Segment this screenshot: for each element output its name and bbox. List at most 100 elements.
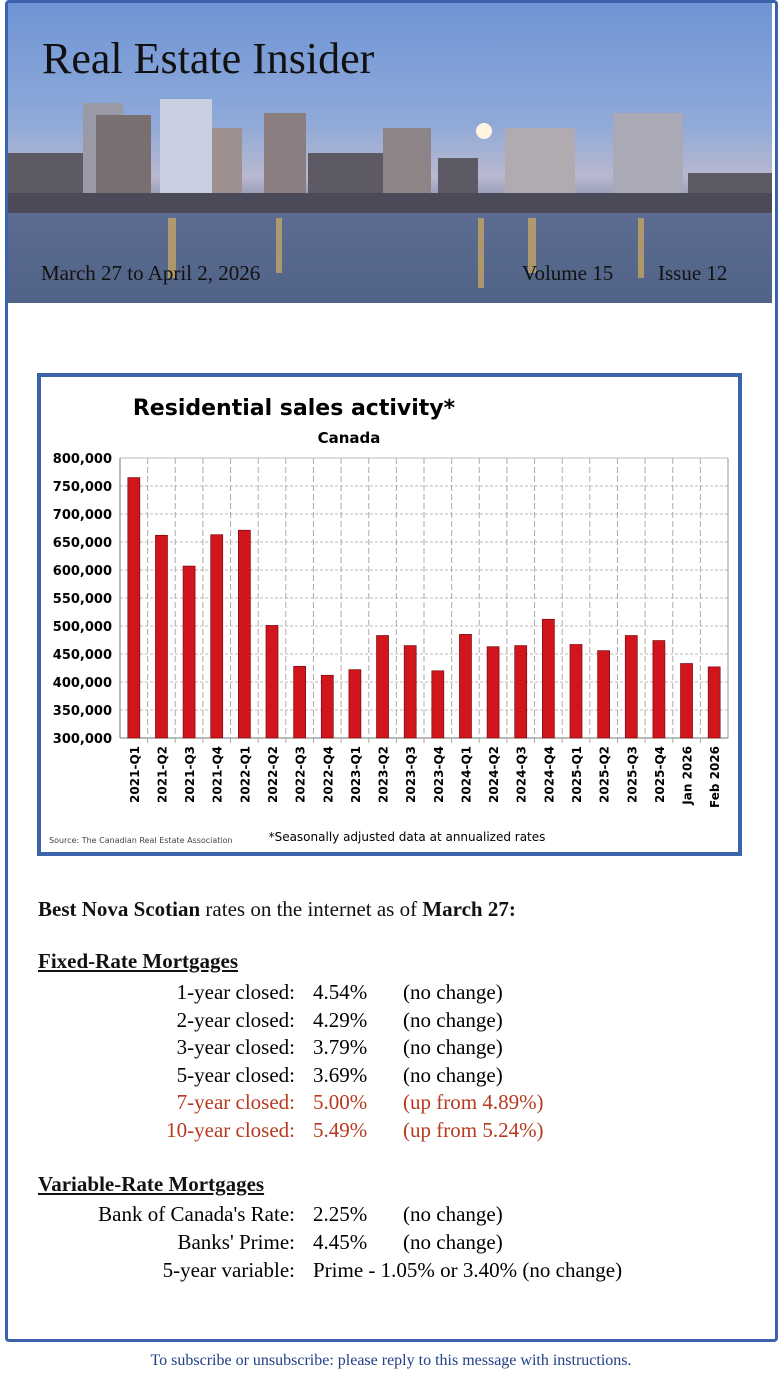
rate-note: (up from 4.89%) xyxy=(403,1090,544,1115)
x-tick-label: 2023-Q1 xyxy=(349,746,363,803)
rate-value: 5.49% xyxy=(313,1118,368,1142)
bar-2025-q3 xyxy=(624,635,638,739)
x-tick-label: 2025-Q4 xyxy=(653,746,667,803)
rate-label: 2-year closed: xyxy=(176,1007,295,1032)
x-tick-label: 2025-Q2 xyxy=(598,746,612,803)
y-tick-label: 550,000 xyxy=(53,592,112,607)
x-tick-label: 2022-Q2 xyxy=(266,746,280,803)
bar-2023-q1 xyxy=(348,669,362,739)
rate-note: (no change) xyxy=(403,980,503,1004)
x-tick-label: 2024-Q3 xyxy=(515,746,529,803)
bar-2021-q1 xyxy=(127,477,141,739)
y-tick-label: 650,000 xyxy=(53,536,112,551)
x-tick-label: Feb 2026 xyxy=(708,746,722,808)
x-tick-label: 2025-Q3 xyxy=(625,746,639,803)
issue-date-range: March 27 to April 2, 2026 xyxy=(41,261,261,285)
bar-2023-q2 xyxy=(376,635,389,739)
x-tick-label: 2024-Q2 xyxy=(487,746,501,803)
rate-value: Prime - 1.05% or 3.40% (no change) xyxy=(313,1258,623,1282)
x-tick-label: 2021-Q4 xyxy=(211,746,225,803)
x-tick-label: 2022-Q3 xyxy=(294,746,308,803)
bar-2024-q3 xyxy=(514,645,528,739)
bar-2023-q3 xyxy=(403,645,417,739)
bar-2023-q4 xyxy=(431,670,445,739)
y-tick-label: 500,000 xyxy=(53,620,112,635)
city-skyline-image xyxy=(8,99,772,303)
rate-value: 3.69% xyxy=(313,1062,368,1087)
rate-note: (no change) xyxy=(403,1202,503,1226)
subscribe-footer: To subscribe or unsubscribe: please repl… xyxy=(150,1352,632,1369)
newsletter-title: Real Estate Insider xyxy=(42,34,375,83)
y-tick-label: 600,000 xyxy=(53,564,112,579)
x-tick-label: 2023-Q4 xyxy=(432,746,446,803)
y-tick-label: 700,000 xyxy=(53,508,112,523)
x-tick-label: 2024-Q4 xyxy=(542,746,556,803)
bar-2022-q4 xyxy=(320,674,334,739)
intro-text: rates on the internet as of xyxy=(200,897,423,921)
rate-value: 4.45% xyxy=(313,1230,368,1254)
issue-number: Issue 12 xyxy=(658,261,728,285)
bar-2024-q1 xyxy=(459,634,472,739)
rate-value: 4.54% xyxy=(313,980,368,1004)
x-tick-label: 2023-Q3 xyxy=(404,746,418,803)
bar-2025-q1 xyxy=(569,644,583,739)
rate-label: 7-year closed: xyxy=(176,1090,295,1115)
x-tick-label: 2022-Q1 xyxy=(238,746,252,803)
y-tick-label: 450,000 xyxy=(53,648,112,663)
rate-label: Bank of Canada's Rate: xyxy=(98,1202,295,1226)
chart-svg: Residential sales activity* Canada 300,0… xyxy=(49,396,729,845)
rate-value: 2.25% xyxy=(313,1202,368,1226)
chart-title: Residential sales activity* xyxy=(133,396,456,421)
rate-label: 5-year variable: xyxy=(162,1258,295,1282)
sales-chart: Residential sales activity* Canada 300,0… xyxy=(37,373,742,856)
bar-2021-q2 xyxy=(155,534,168,739)
x-tick-label: 2023-Q2 xyxy=(377,746,391,803)
bar-2022-q3 xyxy=(293,665,306,739)
x-tick-label: Jan 2026 xyxy=(681,746,695,806)
bar-2021-q3 xyxy=(182,565,196,739)
header-banner: Real Estate Insider March 27 to April 2,… xyxy=(8,3,772,303)
rate-label: 5-year closed: xyxy=(176,1062,295,1087)
x-tick-label: 2021-Q1 xyxy=(128,746,142,803)
bar-2025-q2 xyxy=(597,650,610,739)
bar-2024-q2 xyxy=(486,646,500,739)
variable-rate-heading: Variable-Rate Mortgages xyxy=(38,1172,265,1196)
chart-source: Source: The Canadian Real Estate Associa… xyxy=(49,836,233,845)
x-tick-label: 2022-Q4 xyxy=(321,746,335,803)
bar-2024-q4 xyxy=(542,618,555,739)
fixed-rate-heading: Fixed-Rate Mortgages xyxy=(38,949,239,973)
volume-number: Volume 15 xyxy=(522,261,614,285)
y-tick-label: 750,000 xyxy=(53,480,112,495)
rate-note: (no change) xyxy=(403,1230,503,1254)
intro-region: Best Nova Scotian xyxy=(38,897,201,921)
bar-2022-q2 xyxy=(265,625,279,739)
y-tick-label: 300,000 xyxy=(53,732,112,747)
rate-note: (no change) xyxy=(403,1007,503,1032)
y-tick-label: 800,000 xyxy=(53,452,112,467)
rates-intro: Best Nova Scotian rates on the internet … xyxy=(38,897,516,922)
x-tick-label: 2021-Q2 xyxy=(155,746,169,803)
rate-value: 3.79% xyxy=(313,1035,368,1060)
chart-subtitle: Canada xyxy=(318,429,381,447)
x-tick-label: 2025-Q1 xyxy=(570,746,584,803)
rate-label: 3-year closed: xyxy=(176,1035,295,1060)
x-tick-label: 2024-Q1 xyxy=(459,746,473,803)
bar-jan-2026 xyxy=(680,663,693,739)
rate-label: 1-year closed: xyxy=(176,980,295,1004)
rate-value: 4.29% xyxy=(313,1007,368,1032)
rate-value: 5.00% xyxy=(313,1090,368,1115)
chart-footnote: *Seasonally adjusted data at annualized … xyxy=(269,830,546,844)
intro-date: March 27: xyxy=(422,897,516,921)
rate-note: (no change) xyxy=(403,1062,503,1087)
y-tick-label: 350,000 xyxy=(53,704,112,719)
bar-2022-q1 xyxy=(238,529,251,739)
rate-label: 10-year closed: xyxy=(166,1118,295,1142)
rate-note: (no change) xyxy=(403,1035,503,1060)
rate-label: Banks' Prime: xyxy=(177,1230,295,1254)
rate-note: (up from 5.24%) xyxy=(403,1118,544,1142)
x-tick-label: 2021-Q3 xyxy=(183,746,197,803)
y-tick-label: 400,000 xyxy=(53,676,112,691)
bar-2021-q4 xyxy=(210,534,224,739)
bar-feb-2026 xyxy=(707,666,721,739)
bar-2025-q4 xyxy=(652,640,666,739)
